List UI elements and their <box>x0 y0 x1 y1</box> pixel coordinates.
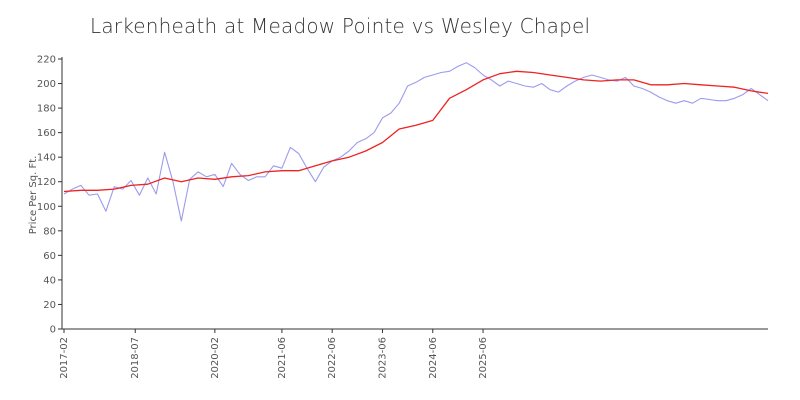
x-tick-label: 2025-06 <box>478 337 489 379</box>
x-tick-label: 2020-02 <box>210 337 221 379</box>
x-tick-label: 2021-06 <box>277 337 288 379</box>
y-tick-label: 160 <box>37 128 56 139</box>
y-tick-label: 120 <box>37 177 56 188</box>
y-axis-ticks: 0 20 40 60 80 100 120 140 160 180 200 220 <box>37 55 62 336</box>
y-tick-label: 60 <box>43 251 56 262</box>
y-tick-label: 180 <box>37 104 56 115</box>
y-tick-label: 140 <box>37 153 56 164</box>
x-axis-ticks: 2017-02 2018-07 2020-02 2021-06 2022-06 2023-… <box>59 329 489 379</box>
y-tick-label: 40 <box>43 275 56 286</box>
y-tick-label: 220 <box>37 55 56 66</box>
x-tick-label: 2017-02 <box>59 337 70 379</box>
chart-title: Larkenheath at Meadow Pointe vs Wesley C… <box>90 14 591 38</box>
x-tick-label: 2024-06 <box>428 337 439 379</box>
y-axis-label: Price Per Sq. Ft. <box>28 156 39 235</box>
y-tick-label: 0 <box>50 325 56 336</box>
y-tick-label: 200 <box>37 79 56 90</box>
series-line-blue <box>63 62 769 222</box>
y-tick-label: 100 <box>37 202 56 213</box>
y-tick-label: 20 <box>43 300 56 311</box>
x-tick-label: 2023-06 <box>377 337 388 379</box>
series-layer <box>63 62 769 222</box>
series-line-red <box>63 70 769 193</box>
x-tick-label: 2022-06 <box>327 337 338 379</box>
axes <box>61 57 768 330</box>
x-tick-label: 2018-07 <box>130 337 141 379</box>
y-tick-label: 80 <box>43 226 56 237</box>
